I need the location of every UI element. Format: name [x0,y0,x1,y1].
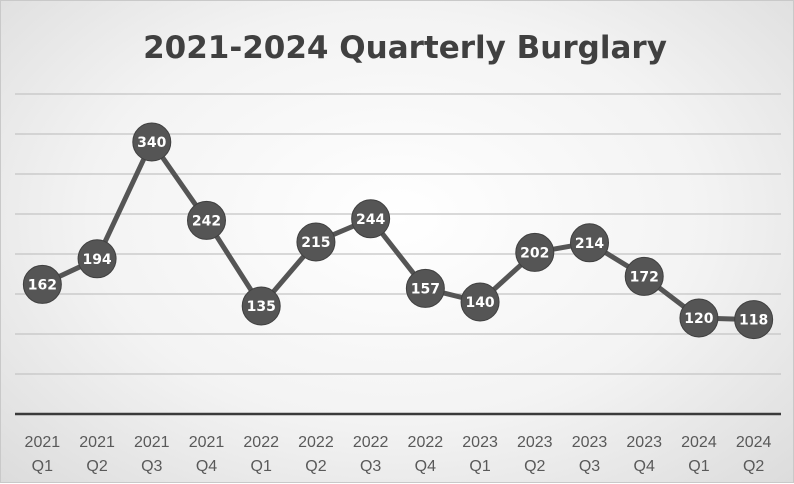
data-label: 242 [192,213,221,229]
data-point: 340 [132,122,172,162]
data-point-marker [132,122,172,162]
data-point-marker [624,256,664,296]
data-label: 120 [684,311,713,327]
data-label: 215 [301,235,330,251]
data-point-marker [296,222,336,262]
data-label: 135 [247,299,276,315]
x-tick-label: 2022 Q1 [243,434,279,475]
data-label: 214 [575,236,604,252]
data-point-marker [351,199,391,239]
data-point-marker [241,286,281,326]
data-label: 157 [411,281,440,297]
data-label: 244 [356,212,385,228]
data-point: 135 [241,286,281,326]
x-tick-label: 2021 Q3 [134,434,170,475]
data-point: 140 [460,282,500,322]
chart-title: 2021-2024 Quarterly Burglary [143,30,667,66]
data-point: 194 [77,239,117,279]
x-tick-label: 2022 Q3 [353,434,389,475]
data-point-marker [405,268,445,308]
x-tick-label: 2023 Q2 [517,434,553,475]
x-tick-labels: 2021 Q1 2021 Q2 2021 Q3 2021 Q4 2022 Q1 2022 Q2 2022… [25,434,772,475]
x-tick-label: 2024 Q1 [681,434,717,475]
data-point: 120 [679,298,719,338]
data-point-marker [679,298,719,338]
data-point-marker [570,223,609,263]
data-point: 244 [351,199,391,239]
data-point-marker [734,300,774,340]
data-point: 215 [296,222,336,262]
data-label: 118 [739,313,768,329]
x-tick-label: 2021 Q2 [79,434,115,475]
data-point: 118 [734,300,774,340]
x-tick-label: 2023 Q1 [462,434,498,475]
x-tick-label: 2022 Q2 [298,434,334,475]
data-point: 202 [515,232,555,272]
x-tick-label: 2023 Q3 [572,434,608,475]
data-label: 172 [630,269,659,285]
data-label: 194 [82,252,111,268]
x-tick-label: 2021 Q4 [189,434,225,475]
data-label: 340 [137,135,166,151]
data-point: 157 [405,268,445,308]
data-point-marker [515,232,555,272]
x-tick-label: 2022 Q4 [408,434,444,475]
data-point-marker [22,264,62,304]
data-point-marker [460,282,500,322]
x-tick-label: 2021 Q1 [25,434,61,475]
x-tick-label: 2023 Q4 [626,434,662,475]
data-point: 242 [187,200,226,240]
data-point-marker [187,200,226,240]
data-point: 214 [570,223,609,263]
data-point: 172 [624,256,664,296]
x-tick-label: 2024 Q2 [736,434,772,475]
data-point: 162 [22,264,62,304]
data-point-marker [77,239,117,279]
data-label: 140 [465,295,494,311]
data-points: 162 194 340 242 135 215 244 157 140 202 214 172 120 1… [22,122,774,340]
gridlines [15,93,781,375]
data-label: 162 [28,277,57,293]
data-label: 202 [520,245,549,261]
